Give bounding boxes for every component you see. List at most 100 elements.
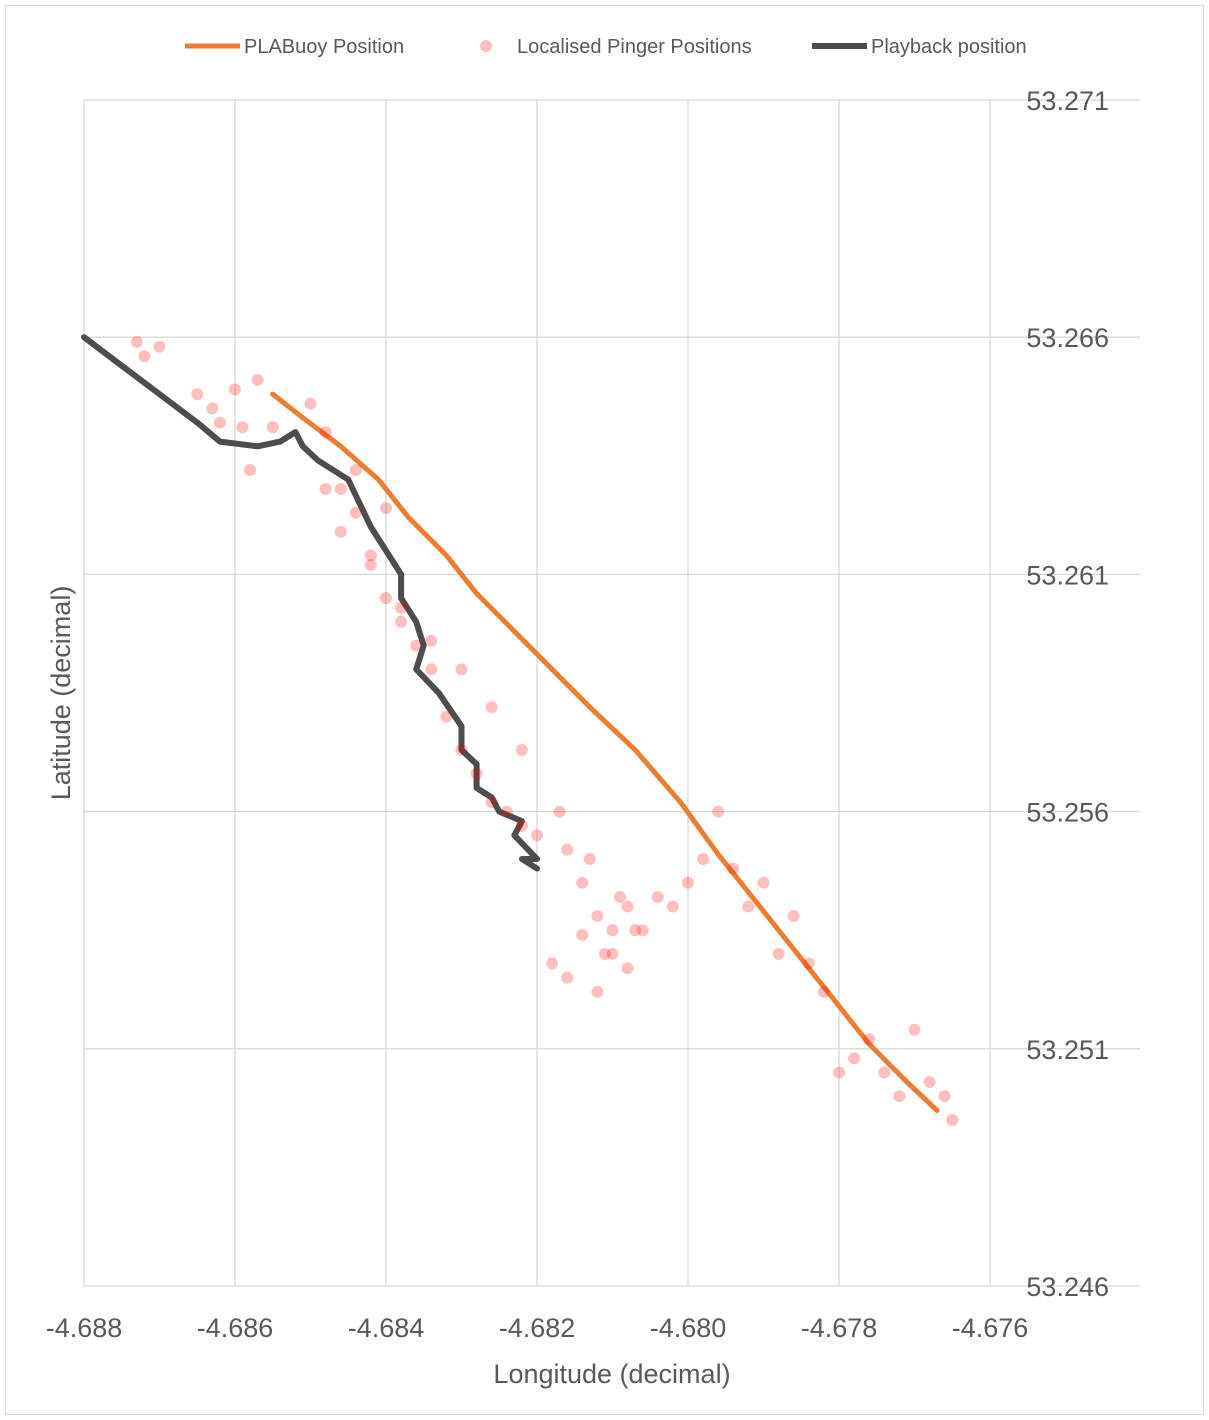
pinger-point-17 <box>395 615 408 628</box>
pinger-point-67 <box>455 663 468 676</box>
pinger-point-72 <box>319 483 332 495</box>
pinger-point-56 <box>621 962 634 975</box>
y-tick-label-5: 53.271 <box>1026 86 1109 116</box>
pinger-point-61 <box>629 924 642 937</box>
pinger-point-9 <box>251 373 264 386</box>
pinger-point-11 <box>304 397 317 410</box>
y-tick-label-3: 53.261 <box>1026 560 1109 590</box>
pinger-point-25 <box>515 819 528 832</box>
legend-label-playback: Playback position <box>871 36 1027 58</box>
series-line-1 <box>81 334 540 872</box>
y-tick-label-4: 53.266 <box>1026 323 1109 353</box>
y-tick-labels: 53.246 53.251 53.256 53.261 53.266 53.271 <box>1026 86 1109 1302</box>
pinger-point-62 <box>614 891 626 903</box>
pinger-point-30 <box>606 924 619 937</box>
pinger-point-35 <box>682 876 694 889</box>
pinger-point-63 <box>583 853 596 865</box>
pinger-point-54 <box>576 928 589 941</box>
pinger-point-31 <box>621 900 634 913</box>
pinger-point-36 <box>697 853 710 865</box>
legend: PLABuoy Position Localised Pinger Positi… <box>185 36 1027 58</box>
x-tick-label-1: -4.686 <box>197 1313 274 1343</box>
pinger-point-13 <box>334 483 347 495</box>
pinger-point-49 <box>893 1090 906 1103</box>
pinger-point-21 <box>455 743 468 756</box>
pinger-point-10 <box>266 421 279 434</box>
pinger-point-64 <box>553 805 566 818</box>
pinger-point-58 <box>561 971 574 984</box>
pinger-point-55 <box>599 947 611 960</box>
pinger-point-3 <box>191 388 204 401</box>
x-tick-label-4: -4.680 <box>650 1313 727 1343</box>
pinger-point-43 <box>802 957 815 970</box>
x-axis-label: Longitude (decimal) <box>493 1359 730 1389</box>
pinger-point-60 <box>606 947 619 960</box>
pinger-points <box>130 335 959 1126</box>
pinger-point-23 <box>485 796 498 809</box>
pinger-point-57 <box>546 957 559 970</box>
pinger-point-28 <box>576 876 589 889</box>
y-tick-label-1: 53.251 <box>1026 1035 1109 1065</box>
x-tick-label-0: -4.688 <box>46 1313 123 1343</box>
pinger-point-15 <box>364 549 377 562</box>
pinger-point-32 <box>636 924 649 937</box>
legend-label-buoy: PLABuoy Position <box>244 36 404 58</box>
pinger-point-26 <box>531 829 543 842</box>
pinger-point-65 <box>515 743 528 756</box>
pinger-point-29 <box>591 910 604 922</box>
pinger-point-53 <box>946 1114 959 1126</box>
pinger-point-4 <box>206 402 219 415</box>
gridlines <box>83 99 1140 1287</box>
pinger-point-44 <box>817 985 830 998</box>
pinger-point-12 <box>319 426 332 439</box>
series-lines <box>81 334 940 1113</box>
legend-swatch-pinger <box>480 40 492 52</box>
pinger-point-18 <box>410 639 423 652</box>
pinger-point-70 <box>364 558 377 571</box>
y-tick-label-0: 53.246 <box>1026 1272 1109 1302</box>
pinger-point-1 <box>138 350 151 363</box>
pinger-point-34 <box>666 900 679 913</box>
pinger-point-41 <box>772 947 785 960</box>
pinger-point-39 <box>742 900 755 913</box>
pinger-point-5 <box>213 416 226 429</box>
pinger-point-59 <box>591 985 604 998</box>
pinger-point-71 <box>334 525 347 538</box>
series-line-0 <box>270 391 940 1113</box>
pinger-point-8 <box>244 464 257 476</box>
pinger-point-33 <box>651 891 664 903</box>
pinger-point-20 <box>440 710 453 723</box>
pinger-point-74 <box>380 502 392 514</box>
pinger-point-52 <box>938 1090 951 1103</box>
pinger-point-7 <box>236 421 249 434</box>
pinger-point-69 <box>395 601 408 614</box>
chart-frame <box>5 5 1204 1415</box>
pinger-point-48 <box>878 1066 891 1079</box>
pinger-point-51 <box>923 1076 936 1088</box>
pinger-point-22 <box>470 767 483 780</box>
pinger-point-0 <box>130 335 143 348</box>
pinger-point-50 <box>908 1023 921 1036</box>
pinger-point-14 <box>349 506 362 519</box>
pinger-point-27 <box>561 843 574 856</box>
pinger-point-66 <box>485 701 498 714</box>
pinger-point-45 <box>833 1066 845 1079</box>
legend-label-pinger: Localised Pinger Positions <box>517 36 752 58</box>
pinger-point-37 <box>712 805 725 818</box>
x-tick-label-6: -4.676 <box>952 1313 1029 1343</box>
y-tick-label-2: 53.256 <box>1026 798 1109 828</box>
pinger-point-47 <box>863 1033 876 1046</box>
pinger-point-38 <box>727 862 740 875</box>
x-tick-label-5: -4.678 <box>801 1313 878 1343</box>
pinger-point-46 <box>848 1052 861 1065</box>
x-tick-label-3: -4.682 <box>499 1313 576 1343</box>
pinger-point-16 <box>380 592 392 605</box>
y-axis-label: Latitude (decimal) <box>46 586 76 801</box>
pinger-point-40 <box>757 876 770 889</box>
pinger-point-24 <box>500 805 513 818</box>
pinger-point-73 <box>349 464 362 476</box>
pinger-point-19 <box>425 663 438 676</box>
pinger-point-42 <box>787 910 800 922</box>
pinger-point-2 <box>153 340 166 353</box>
